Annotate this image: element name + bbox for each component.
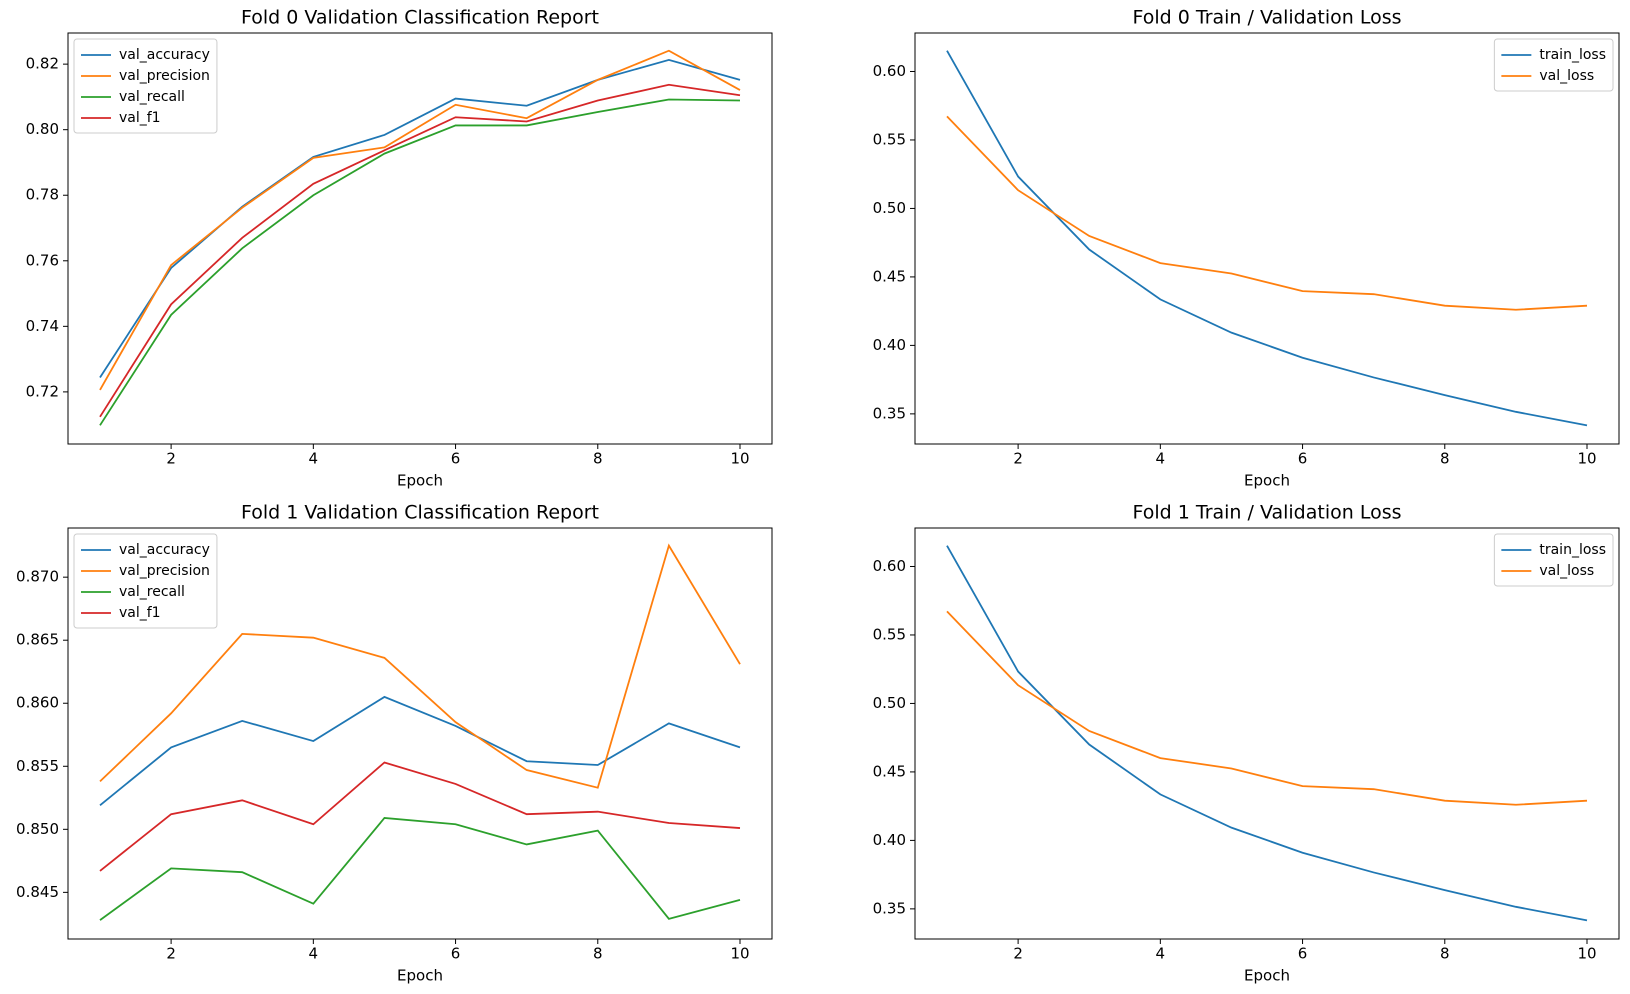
legend-label: val_precision	[119, 68, 210, 84]
legend-label: val_recall	[119, 584, 185, 600]
y-tick-label: 0.55	[873, 130, 906, 148]
y-tick-label: 0.870	[16, 568, 59, 586]
y-tick-label: 0.35	[873, 404, 906, 422]
subplot: Fold 1 Train / Validation Loss Epoch 2 4 6 8 1…	[873, 502, 1620, 985]
series-line	[946, 115, 1588, 311]
legend-label: val_loss	[1539, 68, 1594, 84]
y-tick-label: 0.865	[16, 631, 59, 649]
series-line	[99, 817, 741, 921]
legend-label: val_f1	[119, 605, 161, 621]
y-tick-label: 0.845	[16, 883, 59, 901]
axes-frame	[67, 32, 773, 445]
x-tick-label: 4	[309, 945, 319, 963]
x-axis-label: Epoch	[397, 967, 443, 985]
x-tick-label: 10	[1577, 450, 1596, 468]
subplot-title: Fold 1 Train / Validation Loss	[1133, 502, 1402, 524]
y-tick-label: 0.82	[26, 55, 59, 73]
y-tick-label: 0.76	[26, 251, 59, 269]
legend: train_loss val_loss	[1493, 533, 1614, 587]
y-tick-label: 0.60	[873, 557, 906, 575]
series-line	[946, 545, 1588, 922]
subplot-title: Fold 1 Validation Classification Report	[241, 502, 599, 524]
axes-frame	[914, 32, 1620, 445]
x-tick-label: 6	[1298, 450, 1308, 468]
y-tick-label: 0.72	[26, 382, 59, 400]
subplot: Fold 1 Validation Classification Report E…	[16, 502, 773, 985]
series-line	[99, 83, 741, 418]
x-tick-label: 6	[451, 945, 461, 963]
x-tick-label: 10	[1577, 945, 1596, 963]
legend-label: train_loss	[1539, 47, 1606, 63]
y-tick-label: 0.55	[873, 625, 906, 643]
axes-frame	[914, 527, 1620, 940]
series-line	[946, 50, 1588, 427]
x-tick-label: 8	[1440, 945, 1450, 963]
legend-label: val_f1	[119, 110, 161, 126]
x-tick-label: 6	[1298, 945, 1308, 963]
y-tick-label: 0.45	[873, 267, 906, 285]
y-tick-label: 0.50	[873, 694, 906, 712]
series-line	[99, 98, 741, 426]
legend-frame	[73, 533, 218, 629]
legend-frame	[1493, 533, 1614, 587]
legend: train_loss val_loss	[1493, 38, 1614, 92]
axes-frame	[67, 527, 773, 940]
x-tick-label: 4	[1156, 450, 1166, 468]
y-tick-label: 0.80	[26, 120, 59, 138]
legend-label: train_loss	[1539, 542, 1606, 558]
series-line	[99, 761, 741, 872]
y-tick-label: 0.78	[26, 186, 59, 204]
legend-frame	[73, 38, 218, 134]
legend: val_accuracy val_precision val_recall val_f…	[73, 38, 218, 134]
subplot-title: Fold 0 Train / Validation Loss	[1133, 7, 1402, 29]
y-tick-label: 0.74	[26, 317, 59, 335]
y-tick-label: 0.855	[16, 757, 59, 775]
series-line	[946, 610, 1588, 806]
legend-label: val_loss	[1539, 563, 1594, 579]
x-tick-label: 10	[730, 945, 749, 963]
x-tick-label: 2	[166, 945, 176, 963]
x-tick-label: 8	[593, 945, 603, 963]
y-tick-label: 0.850	[16, 820, 59, 838]
y-tick-label: 0.35	[873, 899, 906, 917]
subplot: Fold 0 Validation Classification Report E…	[26, 7, 773, 490]
y-tick-label: 0.860	[16, 694, 59, 712]
series-line	[99, 695, 741, 807]
series-line	[99, 543, 741, 789]
x-axis-label: Epoch	[397, 472, 443, 490]
x-tick-label: 8	[1440, 450, 1450, 468]
subplot: Fold 0 Train / Validation Loss Epoch 2 4 6 8 1…	[873, 7, 1620, 490]
legend-label: val_accuracy	[119, 542, 210, 558]
x-tick-label: 4	[1156, 945, 1166, 963]
x-axis-label: Epoch	[1244, 967, 1290, 985]
x-tick-label: 2	[166, 450, 176, 468]
x-tick-label: 10	[730, 450, 749, 468]
legend: val_accuracy val_precision val_recall val_f…	[73, 533, 218, 629]
x-tick-label: 4	[309, 450, 319, 468]
y-tick-label: 0.60	[873, 62, 906, 80]
x-tick-label: 8	[593, 450, 603, 468]
y-tick-label: 0.45	[873, 762, 906, 780]
y-tick-label: 0.50	[873, 199, 906, 217]
y-tick-label: 0.40	[873, 831, 906, 849]
x-axis-label: Epoch	[1244, 472, 1290, 490]
legend-label: val_precision	[119, 563, 210, 579]
x-tick-label: 2	[1013, 450, 1023, 468]
legend-frame	[1493, 38, 1614, 92]
x-tick-label: 6	[451, 450, 461, 468]
legend-label: val_recall	[119, 89, 185, 105]
subplot-title: Fold 0 Validation Classification Report	[241, 7, 599, 29]
series-line	[99, 49, 741, 391]
y-tick-label: 0.40	[873, 336, 906, 354]
legend-label: val_accuracy	[119, 47, 210, 63]
x-tick-label: 2	[1013, 945, 1023, 963]
